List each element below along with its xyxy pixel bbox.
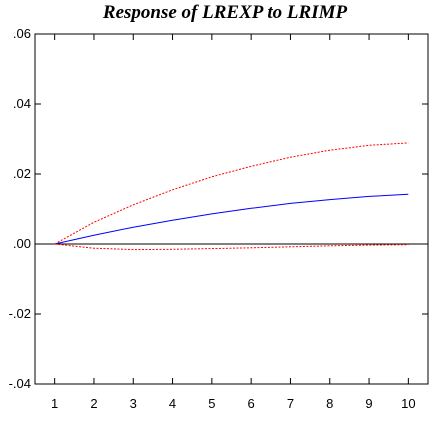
x-tick-label: 9 <box>365 396 372 411</box>
x-axis: 1 2 3 4 5 6 7 8 9 10 <box>51 34 416 411</box>
y-tick-label: -.04 <box>9 376 31 391</box>
y-tick-label: .06 <box>13 26 31 41</box>
series-line-upper-band <box>54 142 409 245</box>
x-tick-label: 2 <box>90 396 97 411</box>
x-tick-label: 4 <box>169 396 176 411</box>
y-tick-label: .00 <box>13 236 31 251</box>
x-tick-label: 7 <box>287 396 294 411</box>
y-tick-label: -.02 <box>9 306 31 321</box>
y-tick-label: .02 <box>13 166 31 181</box>
chart-title: Response of LREXP to LRIMP <box>102 2 348 23</box>
series-line-lower-band <box>54 243 409 251</box>
x-tick-label: 3 <box>130 396 137 411</box>
x-tick-label: 5 <box>208 396 215 411</box>
plot-frame <box>34 33 429 385</box>
series-line-response <box>54 193 409 245</box>
x-tick-label: 8 <box>326 396 333 411</box>
x-tick-label: 6 <box>248 396 255 411</box>
y-axis: .06 .04 .02 .00 -.02 -.04 <box>9 26 428 391</box>
x-tick-label: 1 <box>51 396 58 411</box>
y-tick-label: .04 <box>13 96 31 111</box>
series-layer <box>54 142 409 251</box>
x-tick-label: 10 <box>401 396 415 411</box>
